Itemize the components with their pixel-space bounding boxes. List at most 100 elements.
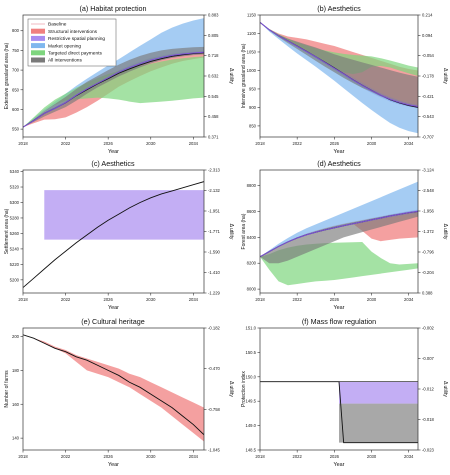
y2-tick-label: -1.771 — [208, 229, 221, 234]
axes-frame — [22, 327, 205, 451]
y-tick-label: 5260 — [10, 231, 20, 236]
chart-panel-1: (a) Habitat protection 2018 2022 2026 2030 20… — [4, 4, 234, 155]
chart-panel-5: (e) Cultural heritage 2018 2022 2026 2030 203… — [4, 317, 234, 468]
x-tick-label: 2022 — [61, 141, 71, 146]
y2-tick-label: -1.590 — [208, 250, 221, 255]
y-tick-label: 750 — [12, 48, 20, 53]
y2-tick-label: 0.371 — [208, 135, 219, 140]
x-tick-label: 2022 — [293, 141, 303, 146]
y2-tick-label: -2.548 — [422, 188, 435, 193]
y2-tick-label: -0.707 — [422, 135, 435, 140]
y-tick-label: 5300 — [10, 200, 20, 205]
y-tick-label: 900 — [249, 105, 257, 110]
y-tick-label: 8800 — [247, 183, 257, 188]
y-tick-label: 5200 — [10, 277, 20, 282]
bands-group — [260, 381, 418, 444]
legend-label: Restrictive spatial planning — [48, 36, 105, 42]
x-tick-label: 2018 — [18, 141, 28, 146]
y-tick-label: 149.5 — [246, 399, 257, 404]
legend-label: Structural interventions — [48, 29, 98, 35]
y-axis-label: Intensive grassland area (ha) — [241, 43, 247, 108]
y-axis-label: Forest area (ha) — [241, 213, 247, 249]
y-tick-label: 8400 — [247, 235, 257, 240]
y2-tick-label: 0.545 — [208, 94, 219, 99]
y2-axis-label: Δ utility — [228, 68, 234, 84]
bands-group — [23, 181, 204, 288]
y-tick-label: 1000 — [247, 68, 257, 73]
baseline-line — [260, 381, 418, 444]
band-market-opening — [260, 181, 418, 257]
y2-tick-label: -3.124 — [422, 168, 435, 173]
y2-tick-label: -0.470 — [208, 366, 221, 371]
y-tick-label: 1150 — [247, 13, 257, 18]
y2-tick-label: -0.182 — [208, 326, 221, 331]
chart-title: (e) Cultural heritage — [81, 317, 145, 326]
baseline-line — [23, 181, 204, 288]
restrictive-median-line — [23, 51, 204, 128]
y2-tick-label: -0.543 — [422, 114, 435, 119]
y2-tick-label: 0.094 — [422, 33, 433, 38]
x-tick-label: 2030 — [146, 454, 156, 459]
legend-label: Market opening — [48, 43, 81, 49]
y-tick-label: 5340 — [10, 169, 20, 174]
legend-swatch — [31, 28, 45, 34]
y-tick-label: 150.0 — [246, 374, 257, 379]
y2-tick-label: 0.718 — [208, 53, 219, 58]
y2-axis-label: Δ utility — [442, 68, 448, 84]
chart-panel-2: (b) Aesthetics 2018 2022 2026 2030 2034 Year 85… — [241, 4, 448, 155]
x-tick-label: 2034 — [189, 454, 199, 459]
y2-tick-label: -0.204 — [422, 270, 435, 275]
y-tick-label: 550 — [12, 127, 20, 132]
bands-group — [260, 181, 418, 286]
y2-tick-label: -1.956 — [422, 209, 435, 214]
y-tick-label: 600 — [12, 107, 20, 112]
y2-tick-label: -2.132 — [208, 188, 221, 193]
y2-tick-label: -2.313 — [208, 168, 221, 173]
x-tick-label: 2018 — [255, 297, 265, 302]
y2-tick-label: -1.045 — [208, 448, 221, 453]
y-tick-label: 1050 — [247, 49, 257, 54]
y-tick-label: 8600 — [247, 209, 257, 214]
band-all-interventions — [339, 403, 418, 443]
y2-tick-label: 0.883 — [208, 13, 219, 18]
band-all-interventions — [23, 46, 204, 128]
y-tick-label: 200 — [12, 334, 20, 339]
x-tick-label: 2034 — [189, 297, 199, 302]
bands-group — [260, 21, 418, 134]
y-tick-label: 800 — [12, 28, 20, 33]
x-tick-label: 2026 — [330, 141, 340, 146]
y2-tick-label: -0.012 — [422, 387, 435, 392]
chart-panel-6: (f) Mass flow regulation 2018 2022 2026 2030… — [241, 317, 448, 468]
x-tick-label: 2022 — [293, 454, 303, 459]
restrictive-median-line — [260, 21, 418, 107]
x-tick-label: 2034 — [404, 297, 414, 302]
band-restrictive-spatial-planning — [339, 381, 418, 404]
bands-group — [23, 18, 204, 128]
y2-tick-label: -0.796 — [422, 250, 435, 255]
x-tick-label: 2022 — [61, 454, 71, 459]
baseline-line — [23, 334, 204, 436]
y-tick-label: 148.5 — [246, 448, 257, 453]
y2-tick-label: -1.410 — [208, 270, 221, 275]
y2-tick-label: -1.229 — [208, 291, 221, 296]
legend-swatch — [31, 35, 45, 41]
y-tick-label: 700 — [12, 68, 20, 73]
y-axis-label: Settlement area (ha) — [4, 208, 10, 254]
y2-axis-label: Δ utility — [228, 381, 234, 397]
chart-title: (a) Habitat protection — [79, 4, 146, 13]
x-axis-label: Year — [334, 149, 345, 155]
y2-tick-label: -1.951 — [208, 209, 221, 214]
y-tick-label: 140 — [12, 436, 20, 441]
y-tick-label: 650 — [12, 87, 20, 92]
y-axis-label: Number of farms — [4, 370, 10, 408]
y-tick-label: 5240 — [10, 246, 20, 251]
x-tick-label: 2030 — [367, 454, 377, 459]
legend-label: All interventions — [48, 58, 82, 64]
chart-title: (b) Aesthetics — [317, 4, 361, 13]
x-axis-label: Year — [108, 305, 119, 311]
y2-tick-label: -0.421 — [422, 94, 435, 99]
y2-axis-label: Δ utility — [228, 224, 234, 240]
band-restrictive-spatial-planning — [44, 190, 204, 240]
legend-swatch — [31, 57, 45, 63]
